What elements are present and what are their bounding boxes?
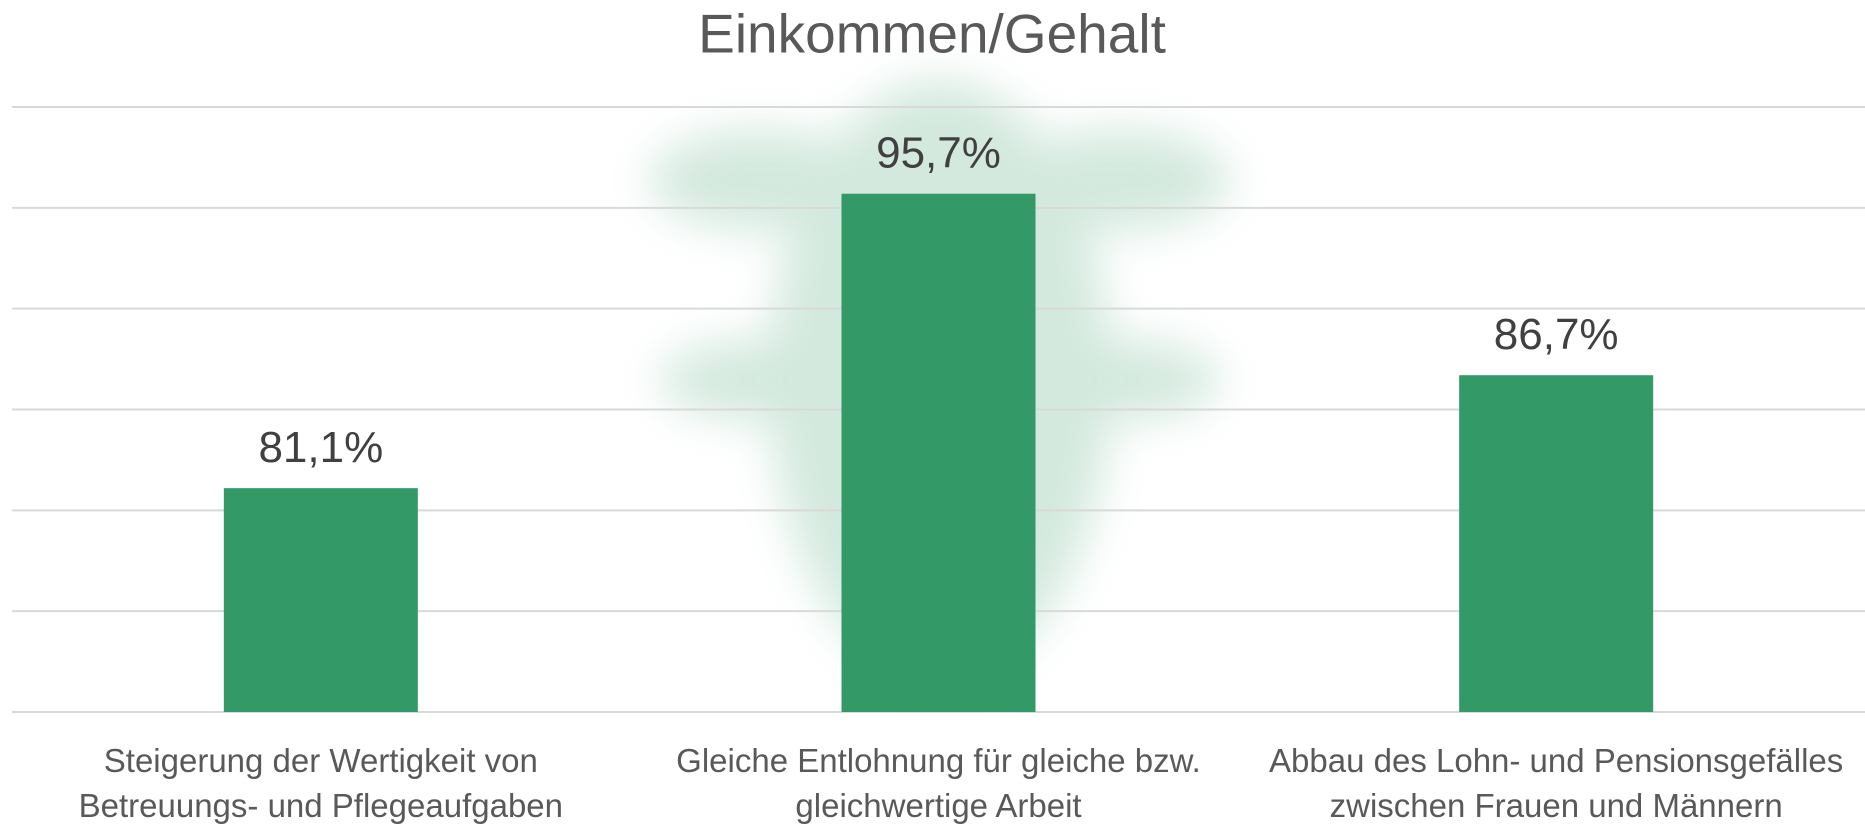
value-label: 86,7%: [1494, 310, 1619, 359]
value-label: 81,1%: [258, 423, 383, 472]
value-label: 95,7%: [876, 128, 1001, 177]
x-tick-label: Abbau des Lohn- und Pensionsgefälles zwi…: [1256, 738, 1856, 824]
chart: Einkommen/Gehalt 81,1% 95,7% 86,7%: [0, 0, 1865, 824]
chart-container: Einkommen/Gehalt 81,1% 95,7% 86,7% Steiger…: [0, 0, 1865, 824]
x-tick-label: Gleiche Entlohnung für gleiche bzw. glei…: [639, 738, 1239, 824]
x-tick-label: Steigerung der Wertigkeit von Betreuungs…: [21, 738, 621, 824]
bar: [1459, 375, 1653, 712]
bar: [842, 194, 1036, 712]
chart-title: Einkommen/Gehalt: [698, 3, 1166, 65]
bar: [224, 488, 418, 712]
